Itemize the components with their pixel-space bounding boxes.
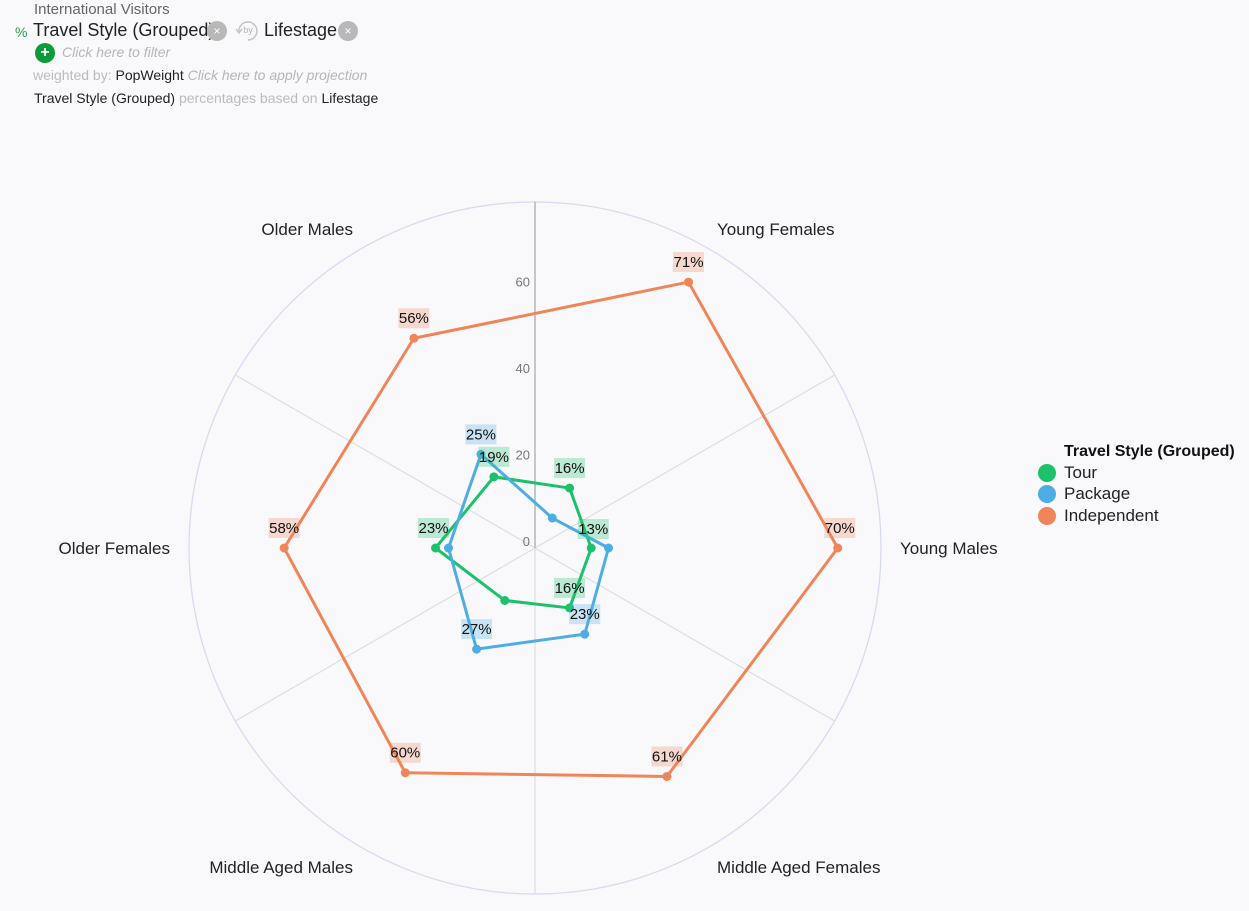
data-label: 58% xyxy=(269,520,299,537)
projection-input[interactable]: Click here to apply projection xyxy=(187,67,368,83)
data-point-package xyxy=(604,543,614,553)
secondary-variable-chip[interactable]: Lifestage xyxy=(264,20,338,40)
data-label-bg xyxy=(569,604,601,625)
legend-item[interactable]: Package xyxy=(1038,484,1235,506)
percentage-basis-text: percentages based on xyxy=(178,90,318,106)
data-label-bg xyxy=(418,518,450,538)
close-icon: × xyxy=(344,24,352,38)
percentage-basis-row: Travel Style (Grouped) percentages based… xyxy=(34,90,378,106)
data-point-package xyxy=(472,644,482,654)
remove-secondary-variable-button[interactable]: × xyxy=(338,21,358,41)
data-point-independent xyxy=(409,333,419,343)
category-label: Middle Aged Females xyxy=(717,858,880,877)
dataset-title: International Visitors xyxy=(34,1,170,18)
legend-swatch xyxy=(1038,485,1056,504)
primary-variable-chip[interactable]: Travel Style (Grouped) xyxy=(33,20,215,40)
data-label: 19% xyxy=(479,449,509,466)
data-point-tour xyxy=(586,543,596,553)
data-label: 16% xyxy=(555,460,585,477)
data-label: 71% xyxy=(674,254,704,271)
percentage-basis-secondary: Lifestage xyxy=(321,90,379,106)
analysis-header: International Visitors % Travel Style (G… xyxy=(0,0,600,120)
data-label: 13% xyxy=(578,521,608,538)
data-point-independent xyxy=(684,277,694,287)
svg-text:by: by xyxy=(243,25,253,35)
legend-label: Tour xyxy=(1064,462,1098,482)
spoke-line-2 xyxy=(534,547,835,722)
spoke-line-5 xyxy=(235,374,536,549)
data-point-independent xyxy=(400,768,410,778)
data-point-independent xyxy=(833,543,843,553)
swap-by-icon[interactable]: by xyxy=(234,18,262,44)
close-icon: × xyxy=(213,24,221,38)
plus-icon: + xyxy=(40,44,50,61)
data-point-tour xyxy=(489,472,499,482)
legend-item[interactable]: Independent xyxy=(1038,505,1235,527)
legend: Travel Style (Grouped) Tour Package Indepe… xyxy=(1038,443,1235,527)
weight-variable[interactable]: PopWeight xyxy=(115,67,184,83)
data-label-bg xyxy=(673,252,705,273)
data-point-package xyxy=(580,629,590,639)
data-label-bg xyxy=(651,746,683,767)
by-swap-icon: by xyxy=(235,21,258,41)
data-label-bg xyxy=(577,519,609,539)
radial-tick-label: 20 xyxy=(516,448,530,463)
data-point-independent xyxy=(662,771,672,781)
radial-tick-label: 60 xyxy=(516,275,530,290)
legend-item[interactable]: Tour xyxy=(1038,462,1235,484)
data-label: 27% xyxy=(462,621,492,638)
remove-primary-variable-button[interactable]: × xyxy=(207,21,227,41)
data-label-bg xyxy=(465,424,497,445)
data-point-package xyxy=(547,513,557,523)
data-label-bg xyxy=(461,619,493,640)
data-label: 23% xyxy=(570,606,600,623)
data-point-tour xyxy=(500,595,510,605)
data-label: 61% xyxy=(652,748,682,765)
data-label-bg xyxy=(554,458,586,479)
category-label: Young Males xyxy=(900,539,998,558)
series-line-independent xyxy=(282,280,840,778)
data-label: 56% xyxy=(399,310,429,327)
add-filter-button[interactable]: + xyxy=(35,43,55,63)
spoke-line-4 xyxy=(235,547,536,722)
spoke-line-1 xyxy=(534,374,835,549)
category-label: Middle Aged Males xyxy=(209,858,353,877)
data-point-tour xyxy=(431,543,441,553)
data-label-bg xyxy=(824,518,856,538)
data-label: 60% xyxy=(390,745,420,762)
percent-mode-indicator[interactable]: % xyxy=(15,24,28,40)
legend-swatch xyxy=(1038,463,1056,482)
percentage-basis-primary: Travel Style (Grouped) xyxy=(34,90,176,106)
weighted-by-label: weighted by: xyxy=(33,67,112,83)
legend-label: Independent xyxy=(1064,505,1159,525)
data-label-bg xyxy=(268,518,300,538)
weight-row: weighted by: PopWeight Click here to app… xyxy=(33,67,367,83)
data-label-bg xyxy=(554,577,586,598)
legend-swatch xyxy=(1038,506,1056,525)
data-point-package xyxy=(444,543,453,553)
data-label-bg xyxy=(478,446,510,467)
category-label: Older Females xyxy=(59,539,170,558)
data-label-bg xyxy=(389,742,421,763)
data-point-package xyxy=(476,449,486,459)
data-label: 16% xyxy=(555,580,585,597)
legend-label: Package xyxy=(1064,484,1131,504)
data-point-independent xyxy=(279,543,289,553)
radial-tick-label: 40 xyxy=(516,361,530,376)
data-label: 70% xyxy=(825,520,855,537)
category-label: Young Females xyxy=(717,220,835,239)
radial-tick-label: 0 xyxy=(523,534,530,549)
data-label: 25% xyxy=(466,426,496,443)
data-point-tour xyxy=(565,483,575,493)
data-label: 23% xyxy=(419,520,449,537)
data-label-bg xyxy=(398,308,430,329)
category-label: Older Males xyxy=(261,220,353,239)
data-point-tour xyxy=(565,603,575,613)
filter-input[interactable]: Click here to filter xyxy=(62,44,171,60)
legend-title: Travel Style (Grouped) xyxy=(1064,443,1235,460)
